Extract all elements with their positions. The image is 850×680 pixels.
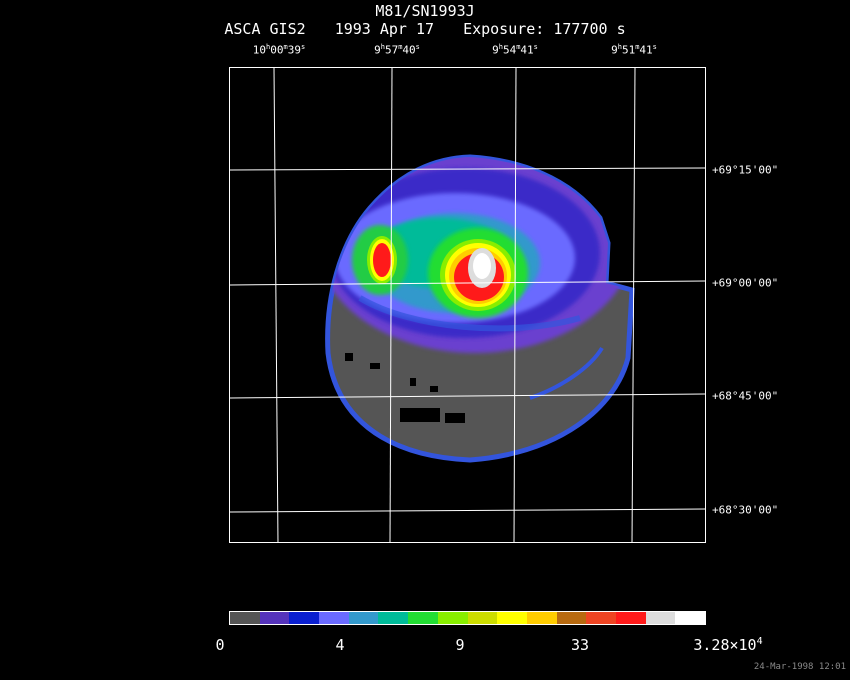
colorbar-swatch [348, 612, 379, 624]
dec-label: +69°00'00" [712, 276, 779, 290]
colorbar-swatch [437, 612, 468, 624]
ra-label: 9h57m40s [374, 43, 420, 57]
colorbar-swatch [526, 612, 557, 624]
object-title: M81/SN1993J [375, 2, 475, 20]
timestamp: 24-Mar-1998 12:01 [753, 662, 846, 672]
colorbar-tick-label: 9 [455, 636, 465, 654]
colorbar-swatch [408, 612, 438, 624]
colorbar-swatch [497, 612, 527, 624]
colorbar-tick-label: 33 [570, 636, 590, 654]
colorbar-swatch [230, 612, 260, 624]
colorbar-tick-label: 4 [335, 636, 345, 654]
colorbar-tick-label: 0 [215, 636, 225, 654]
colorbar-swatch [615, 612, 646, 624]
colorbar-swatch [645, 612, 676, 624]
colorbar-swatch [556, 612, 587, 624]
coordinate-grid [230, 68, 705, 542]
dec-label: +68°30'00" [712, 503, 779, 517]
colorbar-swatch [289, 612, 320, 624]
dec-label: +68°45'00" [712, 389, 779, 403]
colorbar-swatch [586, 612, 616, 624]
instrument-label: ASCA GIS2 [224, 20, 306, 38]
ra-label: 9h54m41s [492, 43, 538, 57]
colorbar-swatch [675, 612, 705, 624]
xray-image-frame [229, 67, 706, 543]
colorbar-max-label: 3.28×104 [693, 636, 763, 654]
date-label: 1993 Apr 17 [334, 20, 435, 38]
observation-info: ASCA GIS2 1993 Apr 17 Exposure: 177700 s [0, 20, 850, 38]
ra-label: 9h51m41s [611, 43, 657, 57]
colorbar-swatch [467, 612, 498, 624]
colorbar-swatch [378, 612, 409, 624]
colorbar [229, 611, 706, 625]
colorbar-swatch [259, 612, 290, 624]
ra-label: 10h00m39s [252, 43, 306, 57]
exposure-label: Exposure: 177700 s [463, 20, 626, 38]
dec-label: +69°15'00" [712, 163, 779, 177]
colorbar-swatch [319, 612, 349, 624]
xray-image [230, 68, 705, 542]
